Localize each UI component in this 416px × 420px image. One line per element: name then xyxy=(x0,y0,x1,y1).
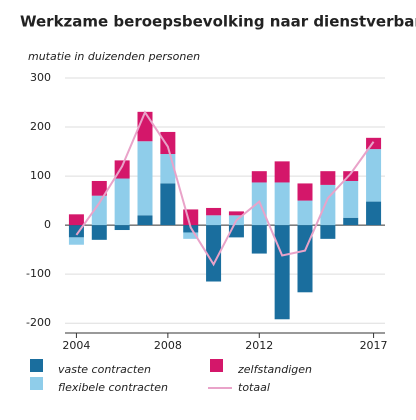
bar-segment xyxy=(206,207,222,216)
legend-swatch xyxy=(30,359,43,372)
x-tick-label: 2012 xyxy=(245,339,273,352)
bar-segment xyxy=(91,225,107,240)
chart-title: Werkzame beroepsbevolking naar dienstver… xyxy=(20,13,416,31)
bar-segment xyxy=(137,141,153,216)
bar-segment xyxy=(320,184,336,226)
y-tick-label: 100 xyxy=(30,169,51,182)
bar-segment xyxy=(91,180,107,196)
x-tick-label: 2008 xyxy=(154,339,182,352)
bar-segment xyxy=(320,171,336,185)
y-axis-label: mutatie in duizenden personen xyxy=(28,50,200,63)
y-tick-label: 0 xyxy=(44,218,51,231)
bar-segment xyxy=(251,171,267,183)
bar-segment xyxy=(366,149,382,202)
bar-segment xyxy=(297,200,313,226)
bar-segment xyxy=(160,131,176,155)
bar-segment xyxy=(137,215,153,226)
bar-segment xyxy=(114,225,130,231)
bar-segment xyxy=(68,237,84,245)
bar-segment xyxy=(68,214,84,226)
bar-segment xyxy=(114,178,130,226)
legend-swatch xyxy=(210,359,223,372)
bar-segment xyxy=(343,217,359,226)
bar-segment xyxy=(366,137,382,150)
bar-segment xyxy=(366,201,382,226)
legend-label: totaal xyxy=(238,381,270,394)
legend-label: flexibele contracten xyxy=(58,381,168,394)
bar-segment xyxy=(274,182,290,226)
bar-segment xyxy=(343,180,359,218)
line-series xyxy=(75,110,375,267)
bar-segment xyxy=(274,225,290,320)
bar-segment xyxy=(183,232,199,239)
bar-segment xyxy=(297,183,313,201)
bar-segment xyxy=(343,171,359,181)
y-tick-label: -100 xyxy=(26,267,51,280)
y-tick-label: 200 xyxy=(30,120,51,133)
bar-segment xyxy=(206,215,222,226)
bar-segment xyxy=(320,225,336,239)
y-tick-label: 300 xyxy=(30,71,51,84)
bar-segment xyxy=(251,225,267,254)
x-tick-label: 2004 xyxy=(62,339,90,352)
bar-segment xyxy=(228,211,244,216)
legend-swatch xyxy=(30,377,43,390)
bar-segment xyxy=(91,195,107,226)
bar-segment xyxy=(160,183,176,226)
y-tick-label: -200 xyxy=(26,316,51,329)
bar-segment xyxy=(297,225,313,293)
x-tick-label: 2017 xyxy=(360,339,388,352)
legend-label: vaste contracten xyxy=(58,363,151,376)
bar-segment xyxy=(206,225,222,282)
bar-segment xyxy=(274,161,290,183)
legend-label: zelfstandigen xyxy=(237,363,312,376)
